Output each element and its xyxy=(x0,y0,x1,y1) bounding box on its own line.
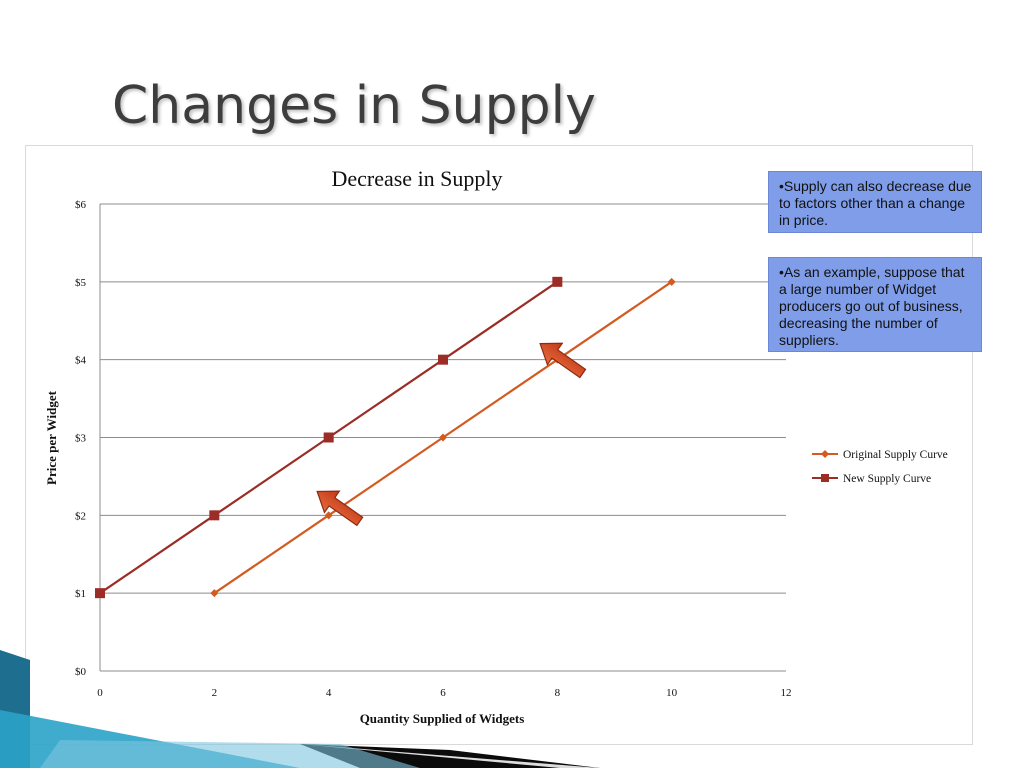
shift-arrow-shape xyxy=(539,342,587,379)
slide-decoration xyxy=(0,650,600,768)
x-tick-label: 4 xyxy=(326,687,332,699)
data-point-square xyxy=(209,510,220,521)
y-tick-label: $0 xyxy=(75,666,87,678)
data-point-square xyxy=(95,588,105,599)
y-tick-label: $5 xyxy=(75,277,87,289)
data-point-diamond xyxy=(210,589,219,598)
y-tick-label: $3 xyxy=(75,433,87,445)
data-point-diamond xyxy=(324,511,333,520)
shift-arrow-shape xyxy=(316,490,364,527)
data-point-square xyxy=(323,432,334,443)
shift-arrow-1 xyxy=(316,490,364,527)
callout-box-2: •As an example, suppose that a large num… xyxy=(768,257,982,352)
legend-marker-square xyxy=(821,474,829,482)
data-point-diamond xyxy=(439,433,447,442)
y-tick-label: $2 xyxy=(75,510,86,522)
data-point-square xyxy=(438,354,448,365)
x-tick-label: 8 xyxy=(555,687,561,699)
data-point-diamond xyxy=(667,277,676,286)
data-point-square xyxy=(552,276,563,287)
x-tick-label: 10 xyxy=(666,687,678,699)
slide-title: Changes in Supply xyxy=(112,76,596,136)
legend-label: Original Supply Curve xyxy=(843,449,948,461)
x-tick-label: 0 xyxy=(97,687,103,699)
y-tick-label: $6 xyxy=(75,199,87,211)
x-tick-label: 12 xyxy=(781,687,792,699)
x-tick-label: 2 xyxy=(212,687,218,699)
chart-frame: Decrease in Supply $0 $1 $2 $3 $4 $5 $6 0 2 4 6 8 10… xyxy=(25,145,973,745)
callout-box-1: •Supply can also decrease due to factors… xyxy=(768,171,982,233)
legend-label: New Supply Curve xyxy=(843,473,931,485)
y-tick-label: $1 xyxy=(75,588,86,600)
legend-marker-diamond xyxy=(821,450,829,458)
x-tick-label: 6 xyxy=(440,687,446,699)
supply-chart: Decrease in Supply $0 $1 $2 $3 $4 $5 $6 0 2 4 6 8 10… xyxy=(44,166,948,726)
x-axis-label: Quantity Supplied of Widgets xyxy=(360,711,525,726)
y-tick-label: $4 xyxy=(75,355,87,367)
shift-arrow-2 xyxy=(539,342,587,379)
chart-title: Decrease in Supply xyxy=(331,166,502,191)
y-axis-label: Price per Widget xyxy=(44,390,59,485)
